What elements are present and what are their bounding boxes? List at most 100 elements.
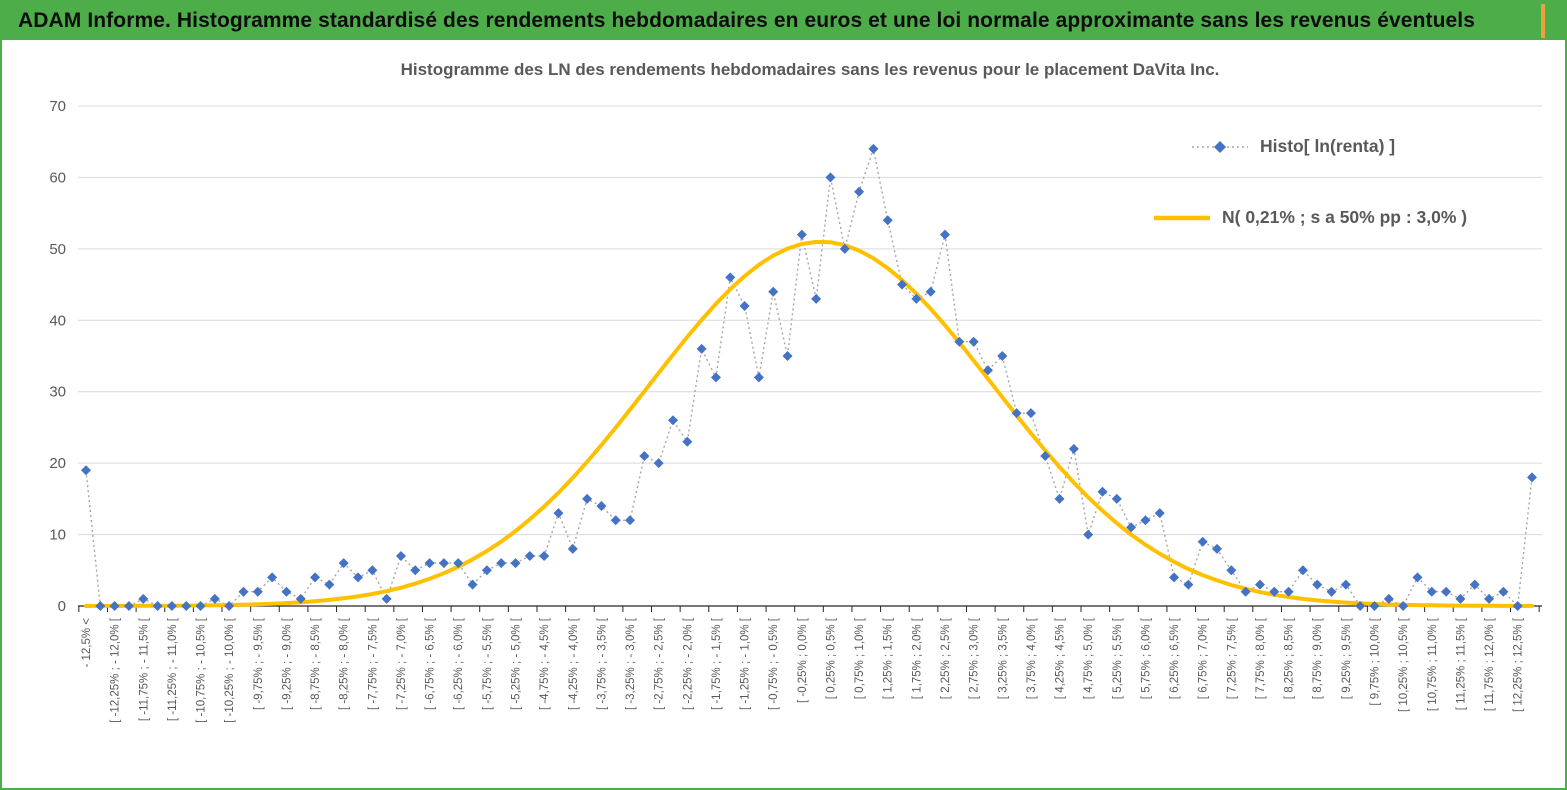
data-point-diamond [1254, 579, 1265, 590]
svg-text:[ 6,75% ; 7,0% [: [ 6,75% ; 7,0% [ [1198, 617, 1210, 699]
svg-text:[ -6,25% ; - 6,0% [: [ -6,25% ; - 6,0% [ [453, 617, 465, 710]
svg-text:[ -4,75% ; - 4,5% [: [ -4,75% ; - 4,5% [ [539, 617, 551, 710]
data-point-diamond [625, 515, 636, 526]
data-point-diamond [1197, 536, 1208, 547]
svg-text:[ 9,75% ; 10,0% [: [ 9,75% ; 10,0% [ [1370, 617, 1382, 705]
data-point-diamond [481, 565, 492, 576]
data-point-diamond [911, 293, 922, 304]
data-point-diamond [739, 301, 750, 311]
data-point-diamond [825, 172, 836, 183]
data-point-diamond [1498, 586, 1509, 597]
svg-text:- 12,5% <: - 12,5% < [81, 618, 93, 668]
svg-text:[ 11,25% ; 11,5% [: [ 11,25% ; 11,5% [ [1455, 617, 1467, 710]
chart-area[interactable]: Histogramme des LN des rendements hebdom… [2, 40, 1565, 788]
data-point-diamond [1340, 579, 1351, 590]
svg-text:[ 4,25% ; 4,5% [: [ 4,25% ; 4,5% [ [1055, 617, 1067, 699]
svg-text:[ -11,25% ; - 11,0% [: [ -11,25% ; - 11,0% [ [167, 617, 179, 721]
svg-text:[ -3,25% ; - 3,0% [: [ -3,25% ; - 3,0% [ [625, 617, 637, 710]
data-point-diamond [1398, 601, 1409, 611]
data-point-diamond [310, 572, 321, 583]
data-point-diamond [610, 515, 621, 526]
svg-text:[ 1,75% ; 2,0% [: [ 1,75% ; 2,0% [ [911, 617, 923, 699]
data-point-diamond [453, 558, 464, 569]
data-point-diamond [510, 558, 521, 569]
data-point-diamond [295, 593, 306, 604]
svg-text:20: 20 [49, 455, 66, 472]
svg-text:[ 7,75% ; 8,0% [: [ 7,75% ; 8,0% [ [1255, 617, 1267, 699]
legend-entry-normal[interactable]: N( 0,21% ; s a 50% pp : 3,0% ) [1152, 207, 1467, 228]
data-point-diamond [181, 601, 192, 611]
data-point-diamond [1412, 572, 1423, 583]
data-point-diamond [1111, 493, 1122, 504]
data-point-diamond [1355, 601, 1366, 611]
header-bar: ADAM Informe. Histogramme standardisé de… [2, 2, 1565, 40]
histo-marker-icon [1192, 140, 1248, 153]
data-point-diamond [1527, 472, 1537, 483]
data-point-diamond [997, 351, 1008, 361]
svg-text:[ 8,75% ; 9,0% [: [ 8,75% ; 9,0% [ [1312, 617, 1324, 699]
svg-text:[ -0,25% ; 0,0% [: [ -0,25% ; 0,0% [ [797, 617, 809, 703]
data-point-diamond [1126, 522, 1137, 533]
svg-text:[ 9,25% ; 9,5% [: [ 9,25% ; 9,5% [ [1341, 617, 1353, 699]
data-point-diamond [1240, 586, 1251, 597]
data-point-diamond [109, 601, 120, 611]
data-point-diamond [338, 558, 349, 569]
data-point-diamond [496, 558, 507, 569]
data-point-diamond [81, 465, 91, 476]
data-point-diamond [868, 143, 879, 154]
svg-text:[ -10,25% ; - 10,0% [: [ -10,25% ; - 10,0% [ [224, 617, 236, 723]
data-point-diamond [968, 336, 979, 347]
data-point-diamond [324, 579, 335, 590]
legend-entry-histo[interactable]: Histo[ ln(renta) ] [1190, 136, 1467, 157]
gridlines-group [78, 105, 1542, 536]
data-point-diamond [854, 186, 865, 197]
data-point-diamond [424, 558, 435, 569]
data-point-diamond [467, 579, 478, 590]
data-point-diamond [1054, 493, 1065, 504]
header-accent [1541, 4, 1545, 38]
data-point-diamond [123, 601, 134, 611]
svg-text:[ -12,25% ; - 12,0% [: [ -12,25% ; - 12,0% [ [110, 617, 122, 723]
svg-text:[ 12,25% ; 12,5% [: [ 12,25% ; 12,5% [ [1513, 617, 1525, 712]
data-point-diamond [1040, 451, 1051, 461]
svg-text:[ 0,25% ; 0,5% [: [ 0,25% ; 0,5% [ [825, 617, 837, 699]
data-point-diamond [1226, 565, 1237, 576]
data-point-diamond [682, 436, 693, 447]
data-point-diamond [882, 215, 893, 226]
data-point-diamond [195, 601, 206, 611]
svg-text:30: 30 [49, 384, 66, 401]
data-point-diamond [1426, 586, 1437, 597]
normal-curve-series[interactable] [84, 239, 1534, 608]
data-point-diamond [811, 293, 822, 304]
data-point-diamond [653, 458, 664, 469]
svg-text:[ -9,75% ; - 9,5% [: [ -9,75% ; - 9,5% [ [253, 617, 265, 710]
svg-text:[ 0,75% ; 1,0% [: [ 0,75% ; 1,0% [ [854, 617, 866, 699]
data-point-diamond [1068, 443, 1079, 454]
svg-text:[ 3,75% ; 4,0% [: [ 3,75% ; 4,0% [ [1026, 617, 1038, 699]
data-point-diamond [410, 565, 421, 576]
svg-text:[ -7,25% ; - 7,0% [: [ -7,25% ; - 7,0% [ [396, 617, 408, 710]
data-point-diamond [696, 343, 707, 354]
data-point-diamond [710, 372, 721, 383]
histogram-series[interactable] [81, 143, 1537, 611]
data-point-diamond [252, 586, 263, 597]
data-point-diamond [567, 543, 578, 554]
svg-text:[ 7,25% ; 7,5% [: [ 7,25% ; 7,5% [ [1226, 617, 1238, 699]
data-point-diamond [224, 601, 235, 611]
svg-text:[ 5,75% ; 6,0% [: [ 5,75% ; 6,0% [ [1140, 617, 1152, 699]
plot-svg[interactable]: 0 10 20 30 40 50 60 70 - 12,5% < [ -12,25% ; - 12… [2, 40, 1565, 788]
data-point-diamond [940, 229, 951, 240]
svg-text:[ -5,75% ; - 5,5% [: [ -5,75% ; - 5,5% [ [482, 617, 494, 710]
svg-text:[ 10,75% ; 11,0% [: [ 10,75% ; 11,0% [ [1427, 617, 1439, 711]
svg-text:[ 5,25% ; 5,5% [: [ 5,25% ; 5,5% [ [1112, 617, 1124, 699]
data-point-diamond [1269, 586, 1280, 597]
data-point-diamond [281, 586, 292, 597]
svg-text:[ 2,75% ; 3,0% [: [ 2,75% ; 3,0% [ [969, 617, 981, 699]
data-point-diamond [1011, 408, 1022, 419]
data-point-diamond [166, 601, 177, 611]
svg-text:[ -6,75% ; - 6,5% [: [ -6,75% ; - 6,5% [ [425, 617, 437, 710]
svg-text:[ 10,25% ; 10,5% [: [ 10,25% ; 10,5% [ [1398, 617, 1410, 712]
x-axis-labels-group: - 12,5% < [ -12,25% ; - 12,0% [[ -11,75% … [81, 617, 1525, 723]
svg-text:[ -9,25% ; - 9,0% [: [ -9,25% ; - 9,0% [ [281, 617, 293, 710]
data-point-diamond [209, 593, 220, 604]
